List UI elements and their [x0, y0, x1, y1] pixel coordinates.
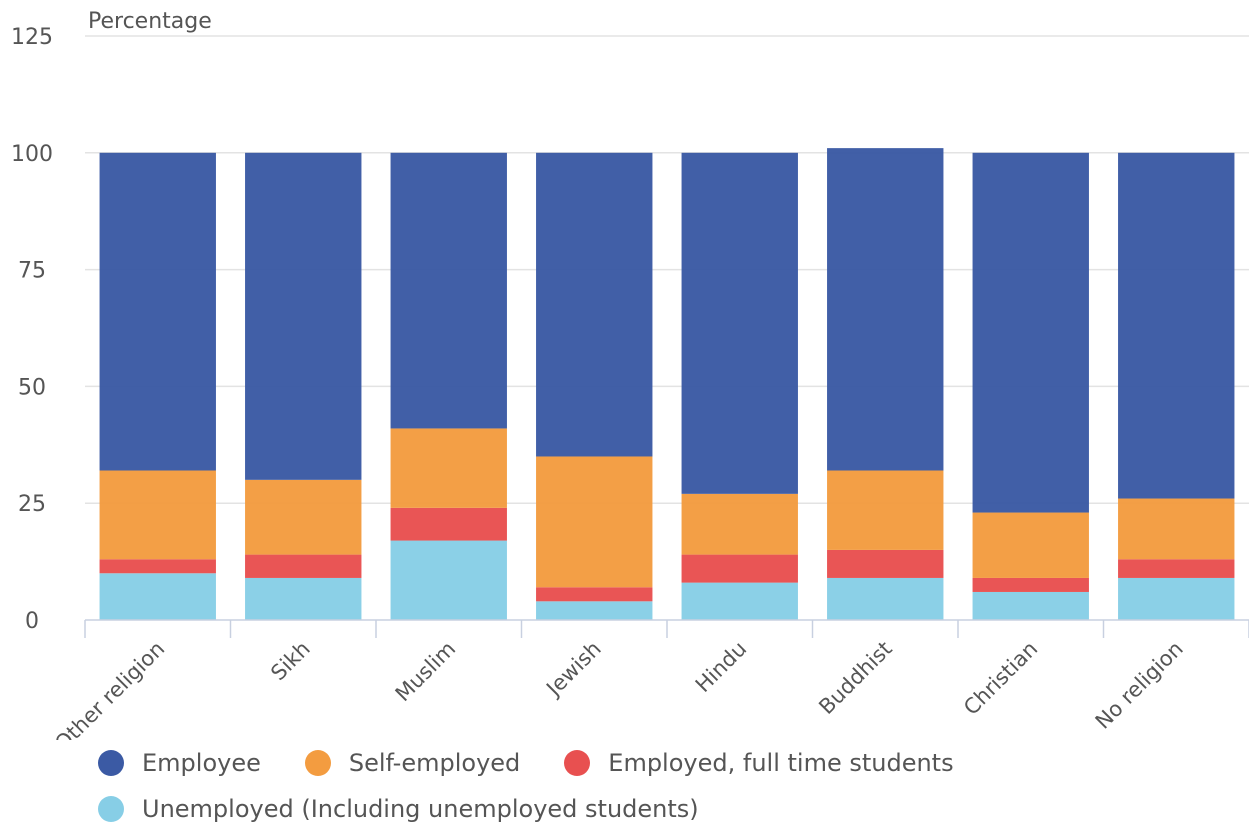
legend: Employee Self-employed Employed, full ti…	[98, 740, 1198, 832]
y-axis: 0 25 50 75 100 125	[11, 25, 53, 634]
bar-segment	[1118, 577, 1235, 620]
x-tick-label: Buddhist	[814, 637, 897, 720]
bar-segment	[536, 587, 653, 602]
y-axis-title: Percentage	[88, 9, 212, 34]
bar-segment	[681, 582, 798, 620]
bar-segment	[245, 479, 362, 555]
bar-segment	[827, 549, 944, 578]
legend-marker-employed-students	[564, 750, 591, 776]
bars	[99, 148, 1235, 620]
x-tick-label: Christian	[959, 637, 1042, 720]
y-tick-label: 75	[18, 259, 46, 284]
y-tick-label: 50	[18, 375, 46, 400]
bar-segment	[827, 470, 944, 550]
legend-item-employee[interactable]: Employee	[98, 749, 261, 777]
x-tick-label: No religion	[1091, 637, 1188, 734]
x-tick-label: Jewish	[540, 637, 605, 702]
bar-segment	[681, 493, 798, 555]
bar-segment	[972, 512, 1089, 578]
stacked-bar-chart: Other religion Sikh Muslim Jewish Hindu Buddh…	[11, 9, 1249, 740]
legend-row: Unemployed (Including unemployed student…	[98, 786, 1198, 832]
bar-segment	[827, 148, 944, 471]
bar-segment	[536, 456, 653, 588]
bar-segment	[681, 554, 798, 583]
legend-item-unemployed[interactable]: Unemployed (Including unemployed student…	[98, 795, 699, 823]
bar-segment	[972, 591, 1089, 620]
bar-segment	[245, 577, 362, 620]
legend-marker-self-employed	[304, 750, 331, 776]
x-tick-label: Hindu	[691, 637, 752, 698]
bar-segment	[681, 152, 798, 494]
bar-segment	[99, 573, 216, 620]
x-tick-label: Sikh	[266, 637, 315, 686]
x-axis: Other religion Sikh Muslim Jewish Hindu Buddh…	[50, 619, 1249, 740]
bar-segment	[390, 152, 507, 429]
bar-segment	[99, 559, 216, 574]
y-tick-label: 125	[11, 25, 53, 50]
bar-segment	[245, 152, 362, 480]
legend-marker-unemployed	[98, 796, 124, 822]
legend-item-employed-students[interactable]: Employed, full time students	[564, 749, 954, 777]
legend-label-unemployed: Unemployed (Including unemployed student…	[142, 795, 699, 823]
y-tick-label: 100	[11, 142, 53, 167]
bar-segment	[390, 507, 507, 541]
bar-segment	[972, 152, 1089, 513]
bar-segment	[1118, 559, 1235, 578]
legend-marker-employee	[98, 750, 124, 776]
bar-segment	[99, 470, 216, 560]
bar-segment	[827, 577, 944, 620]
bar-segment	[245, 554, 362, 578]
bar-segment	[1118, 152, 1235, 499]
bar-segment	[972, 577, 1089, 592]
bar-segment	[99, 152, 216, 471]
bar-segment	[1118, 498, 1235, 560]
legend-label-employed-students: Employed, full time students	[608, 749, 954, 777]
legend-row: Employee Self-employed Employed, full ti…	[98, 740, 1198, 786]
y-tick-label: 0	[25, 609, 39, 634]
bar-segment	[390, 540, 507, 620]
legend-item-self-employed[interactable]: Self-employed	[304, 749, 521, 777]
y-tick-label: 25	[18, 492, 46, 517]
legend-label-self-employed: Self-employed	[348, 749, 521, 777]
x-tick-label: Other religion	[50, 637, 169, 740]
x-tick-label: Muslim	[391, 637, 461, 707]
bar-segment	[536, 601, 653, 620]
legend-label-employee: Employee	[142, 749, 261, 777]
bar-segment	[536, 152, 653, 457]
bar-segment	[390, 428, 507, 508]
